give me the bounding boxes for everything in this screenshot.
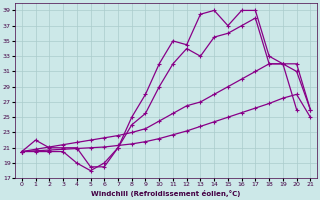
X-axis label: Windchill (Refroidissement éolien,°C): Windchill (Refroidissement éolien,°C) <box>92 190 241 197</box>
